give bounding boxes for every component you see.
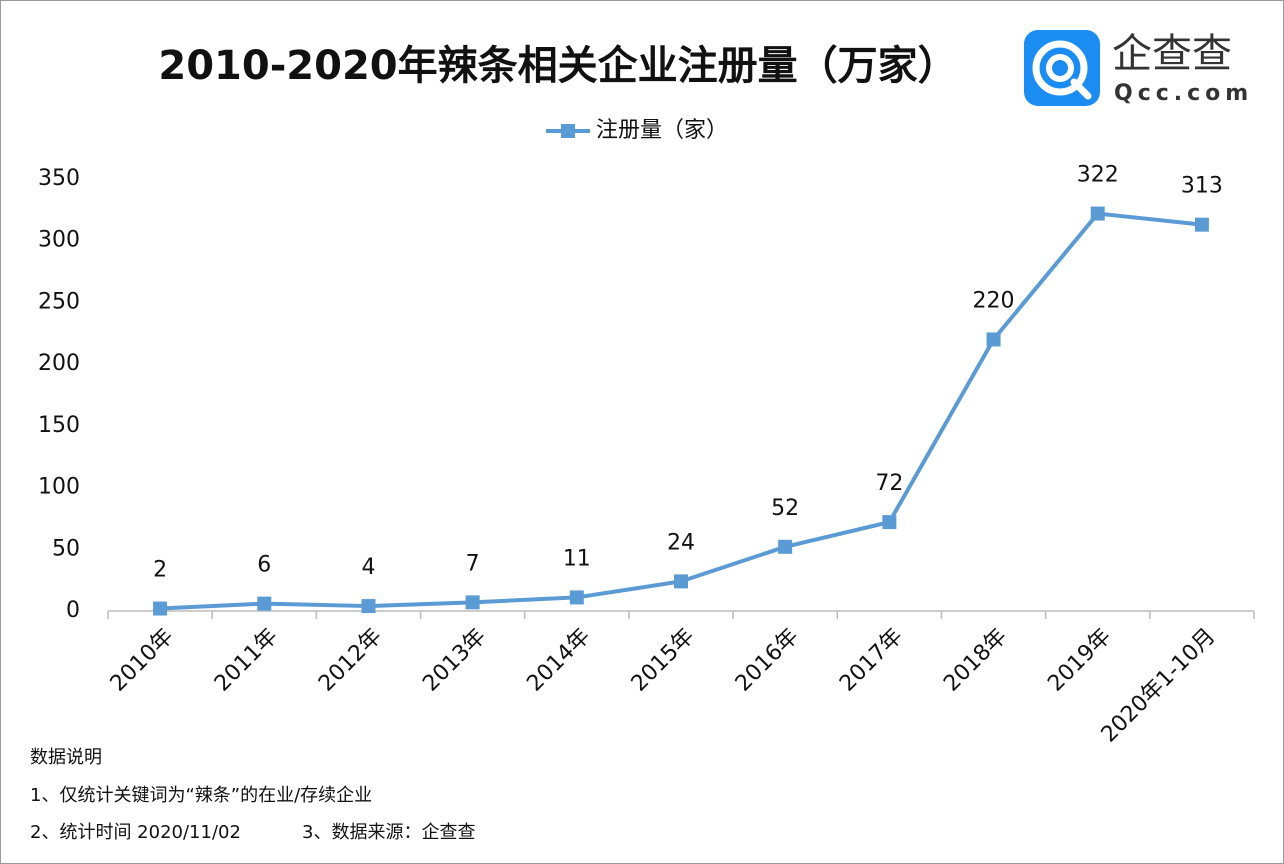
y-tick-label: 100 bbox=[38, 475, 80, 500]
y-tick-label: 50 bbox=[52, 536, 80, 561]
y-tick-label: 150 bbox=[38, 413, 80, 438]
y-tick-label: 0 bbox=[66, 598, 80, 623]
y-tick-label: 350 bbox=[38, 166, 80, 191]
data-label: 24 bbox=[667, 530, 695, 555]
marker bbox=[882, 515, 897, 530]
marker bbox=[778, 539, 793, 554]
logo-text: 企查查 bbox=[1112, 31, 1232, 77]
data-label: 52 bbox=[771, 496, 799, 521]
y-tick-label: 200 bbox=[38, 351, 80, 376]
marker bbox=[1194, 217, 1209, 232]
y-tick-label: 300 bbox=[38, 228, 80, 253]
marker bbox=[674, 574, 688, 589]
legend-marker bbox=[561, 124, 575, 138]
marker bbox=[153, 601, 168, 616]
data-label: 220 bbox=[973, 288, 1015, 313]
data-label: 2 bbox=[153, 558, 167, 583]
logo-ring bbox=[1046, 54, 1074, 82]
data-label: 11 bbox=[563, 546, 591, 571]
note: 1、仅统计关键词为“辣条”的在业/存续企业 bbox=[30, 785, 372, 806]
data-label: 4 bbox=[361, 555, 375, 580]
data-label: 6 bbox=[257, 553, 271, 578]
data-label: 7 bbox=[466, 551, 480, 576]
data-label: 322 bbox=[1077, 163, 1119, 188]
logo-subtext: Qcc.com bbox=[1114, 81, 1253, 106]
note: 3、数据来源：企查查 bbox=[302, 822, 475, 843]
note: 2、统计时间 2020/11/02 bbox=[30, 822, 241, 843]
marker bbox=[465, 595, 480, 610]
marker bbox=[569, 590, 584, 605]
legend-label: 注册量（家） bbox=[596, 118, 728, 143]
data-label: 313 bbox=[1181, 174, 1223, 199]
logo: 企查查 Qcc.com bbox=[1024, 30, 1253, 106]
logo-tail bbox=[1070, 78, 1092, 100]
chart-title: 2010-2020年辣条相关企业注册量（万家） bbox=[158, 43, 957, 89]
data-label: 72 bbox=[875, 471, 903, 496]
logo-ring bbox=[1032, 40, 1088, 96]
marker bbox=[257, 596, 272, 611]
marker bbox=[986, 332, 1001, 347]
marker bbox=[361, 599, 376, 614]
marker bbox=[1090, 206, 1105, 221]
y-tick-label: 250 bbox=[38, 289, 80, 314]
note: 数据说明 bbox=[30, 747, 102, 768]
